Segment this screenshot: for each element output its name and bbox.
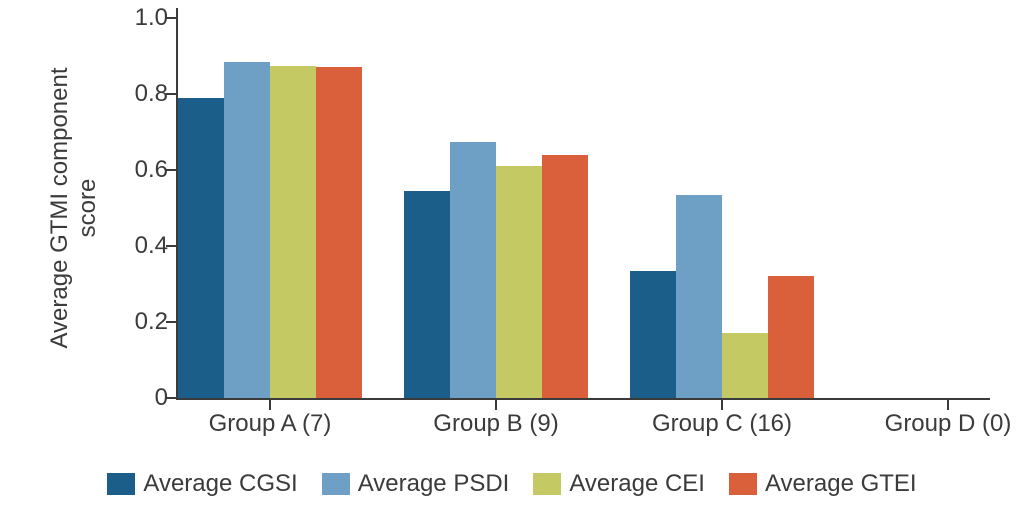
- y-axis-title: Average GTMI component score: [46, 18, 101, 398]
- bar: [768, 276, 814, 398]
- x-tick-label: Group A (7): [209, 398, 332, 438]
- legend-item: Average PSDI: [322, 470, 510, 498]
- bar: [224, 62, 270, 398]
- bar: [722, 333, 768, 398]
- legend-label: Average GTEI: [765, 470, 917, 498]
- bar: [676, 195, 722, 398]
- legend-label: Average PSDI: [358, 470, 510, 498]
- legend-swatch: [533, 473, 561, 495]
- bar-chart: Average GTMI component score 00.20.40.60…: [0, 0, 1024, 518]
- x-tick-label: Group D (0): [885, 398, 1012, 438]
- legend-item: Average GTEI: [729, 470, 917, 498]
- y-tick-label: 0.8: [135, 80, 178, 108]
- y-tick-label: 1.0: [135, 4, 178, 32]
- plot-area: 00.20.40.60.81.0Group A (7)Group B (9)Gr…: [178, 18, 990, 398]
- legend-item: Average CGSI: [107, 470, 297, 498]
- legend-swatch: [322, 473, 350, 495]
- y-tick-label: 0.6: [135, 156, 178, 184]
- bar: [630, 271, 676, 398]
- y-tick-label: 0.2: [135, 308, 178, 336]
- y-tick-label: 0: [155, 384, 178, 412]
- bar: [450, 142, 496, 399]
- x-tick-label: Group C (16): [652, 398, 792, 438]
- legend-swatch: [107, 473, 135, 495]
- legend-item: Average CEI: [533, 470, 705, 498]
- x-tick-label: Group B (9): [433, 398, 558, 438]
- bar: [542, 155, 588, 398]
- legend-label: Average CEI: [569, 470, 705, 498]
- legend: Average CGSI Average PSDI Average CEI Avera…: [0, 470, 1024, 498]
- y-tick-label: 0.4: [135, 232, 178, 260]
- legend-label: Average CGSI: [143, 470, 297, 498]
- legend-swatch: [729, 473, 757, 495]
- bar: [496, 166, 542, 398]
- bar: [270, 66, 316, 399]
- bar: [316, 67, 362, 398]
- bar: [404, 191, 450, 398]
- bar: [178, 98, 224, 398]
